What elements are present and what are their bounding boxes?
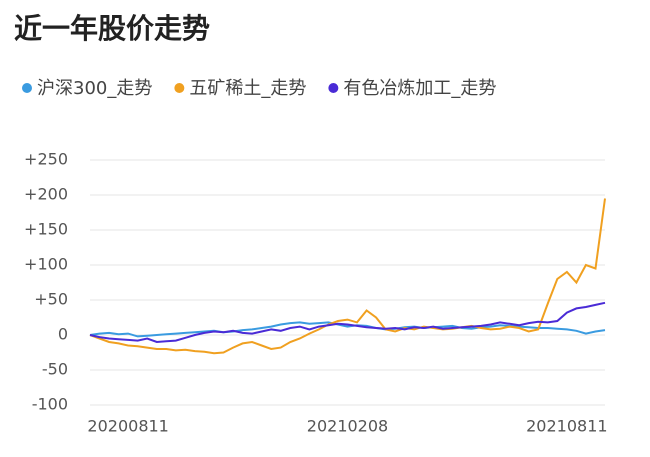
legend-marker [174,83,185,93]
x-tick-label: 20210811 [526,417,607,436]
y-tick-label: +200 [24,185,68,204]
x-tick-label: 20210208 [307,417,388,436]
y-tick-label: +100 [24,255,68,274]
line-series [89,321,606,338]
line-series [89,198,606,355]
legend-marker [22,83,32,93]
legend-marker [328,83,339,93]
y-tick-label: +250 [24,150,68,169]
y-tick-label: +150 [24,220,68,239]
x-tick-label: 20200811 [87,417,168,436]
y-tick-label: -50 [42,360,68,379]
legend-label: 五矿稀土_走势 [189,78,306,99]
legend-label: 有色冶炼加工_走势 [343,78,496,99]
line-series [89,301,606,344]
y-tick-label: 0 [58,325,68,344]
legend-label: 沪深300_走势 [37,78,152,99]
y-tick-label: +50 [34,290,68,309]
chart-title: 近一年股价走势 [14,12,210,45]
y-tick-label: -100 [32,395,68,414]
